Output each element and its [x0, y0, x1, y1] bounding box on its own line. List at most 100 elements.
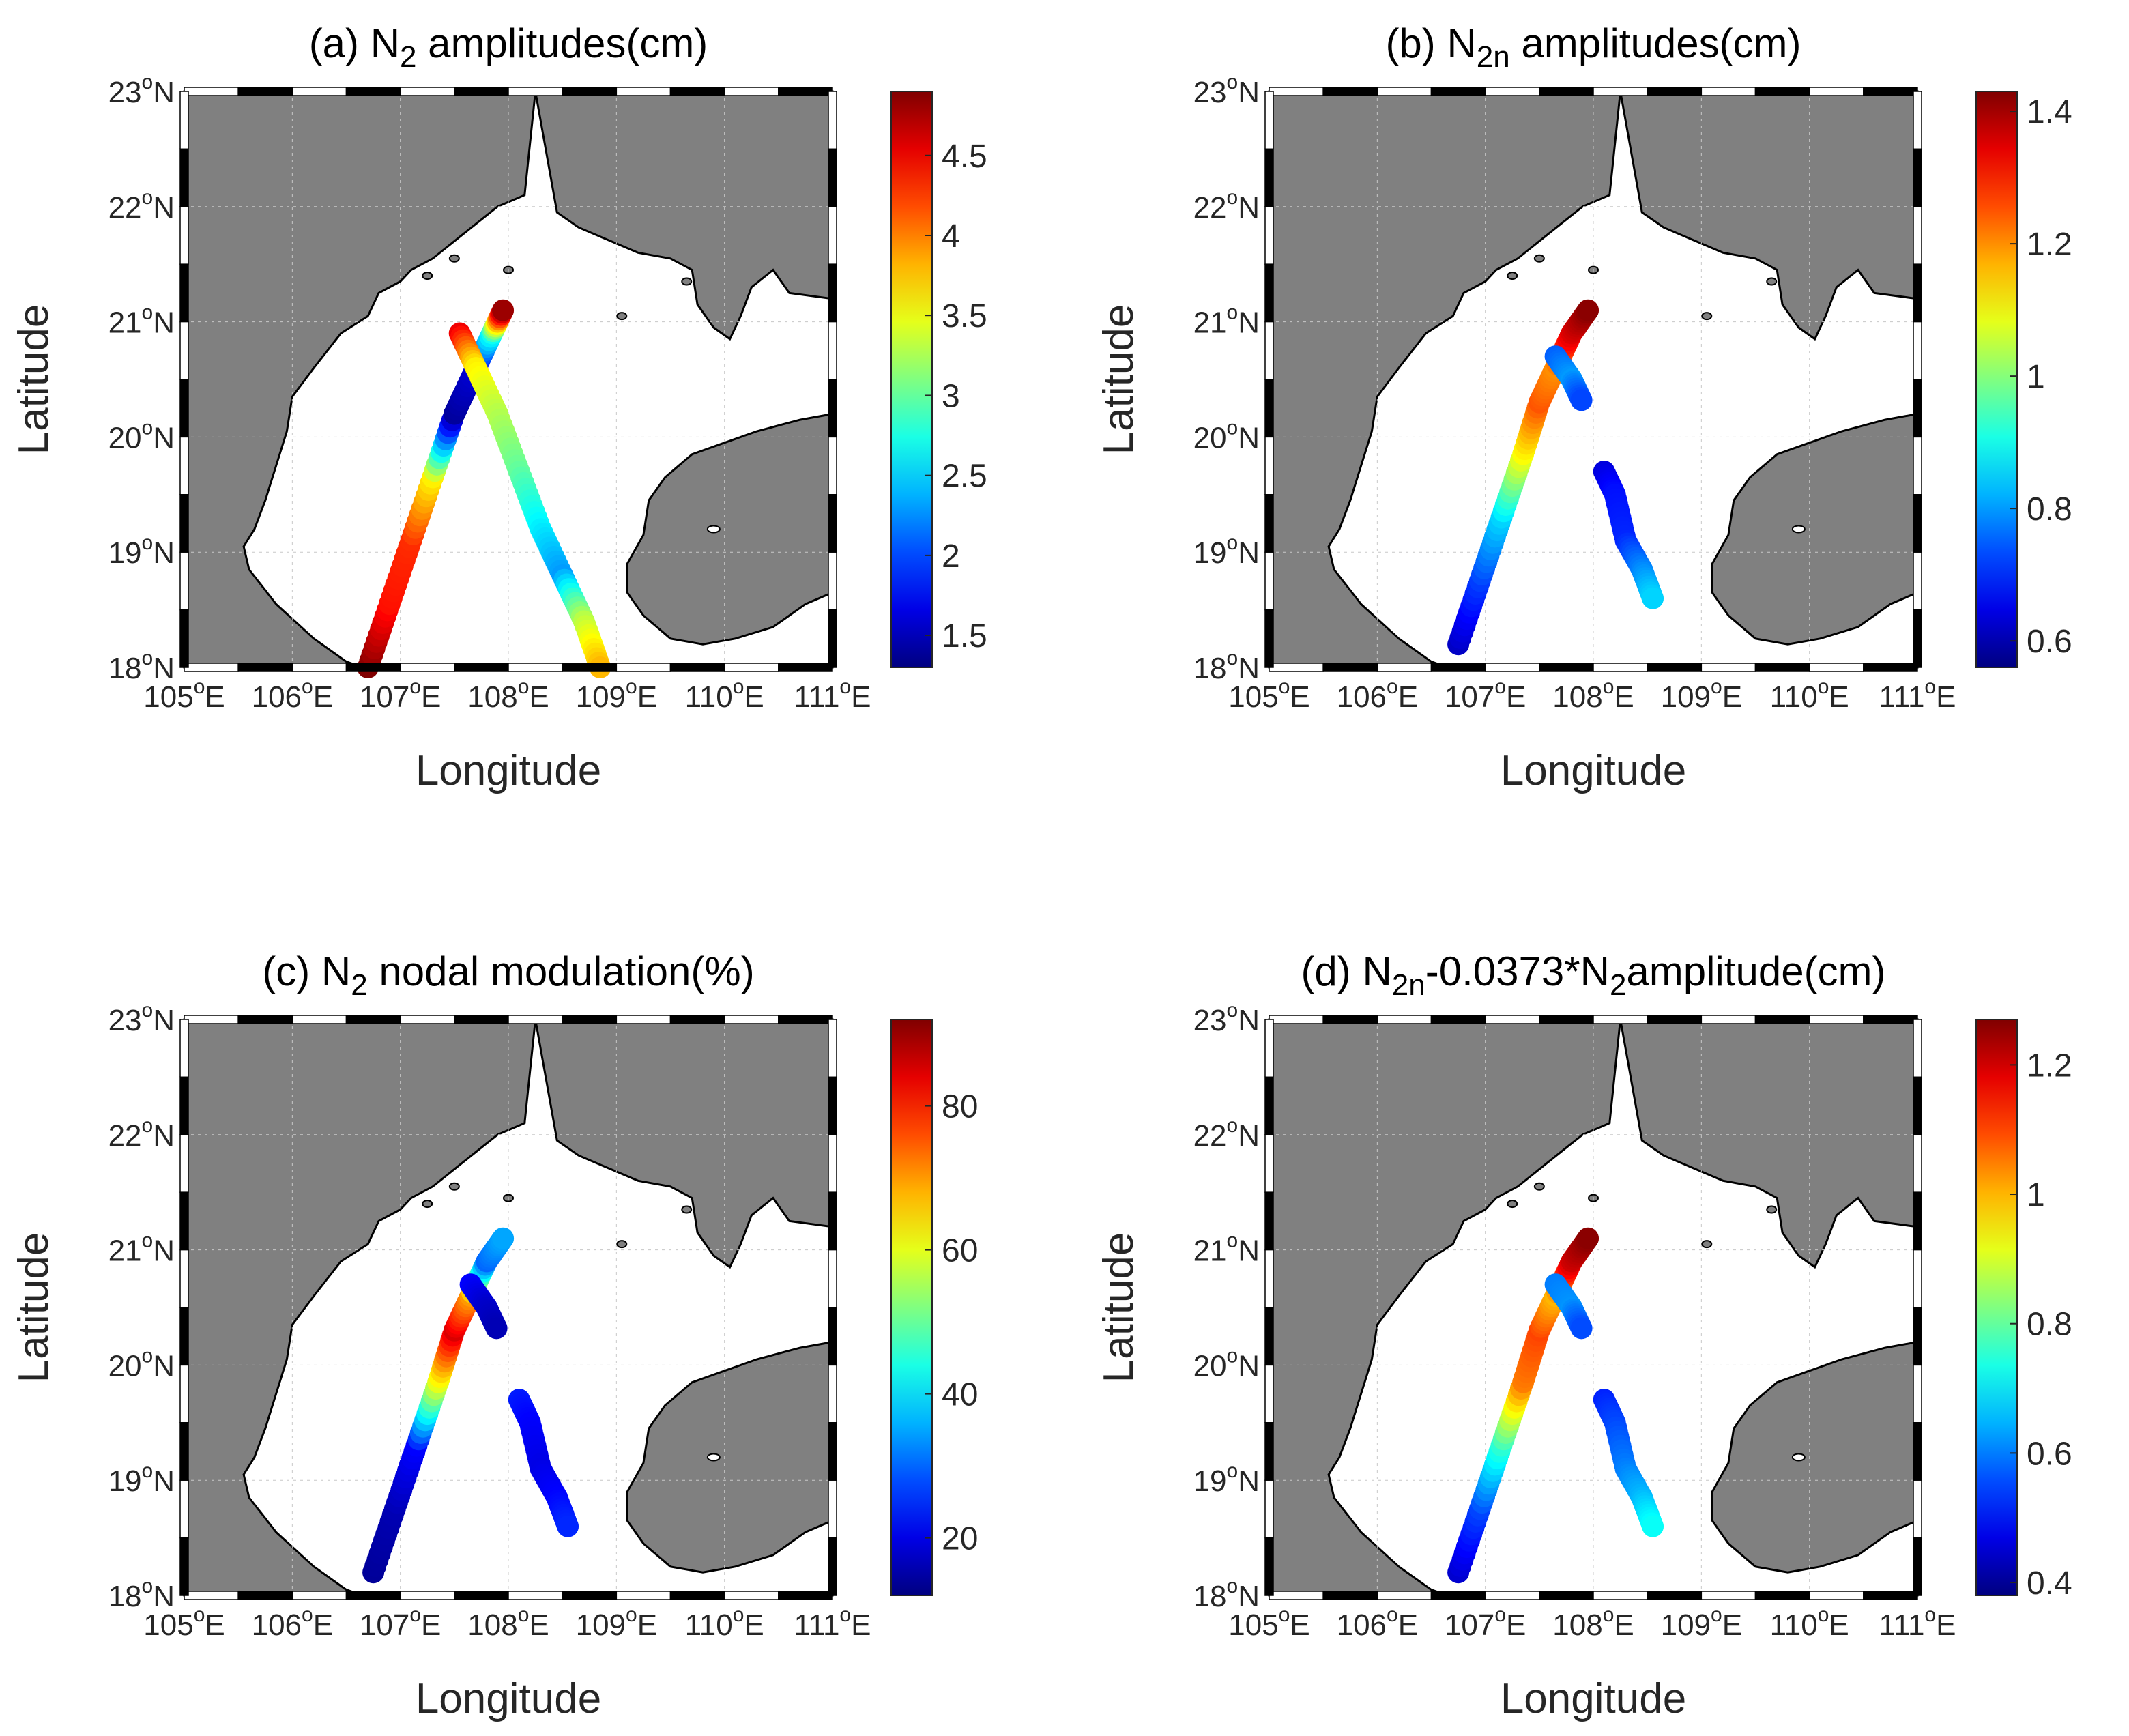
y-tick-label: 23oN: [1193, 999, 1260, 1037]
small-island: [681, 1205, 693, 1214]
frame-segment: [1376, 663, 1432, 672]
x-axis-label: Longitude: [1501, 747, 1686, 794]
x-tick-label: 105oE: [143, 1604, 225, 1642]
frame-segment: [1539, 87, 1594, 96]
frame-segment: [1376, 1015, 1432, 1024]
colorbar-tick-label: 80: [942, 1089, 978, 1125]
frame-segment: [1593, 663, 1648, 672]
frame-segment: [1913, 321, 1922, 380]
frame-segment: [1913, 1364, 1922, 1423]
land-west: [1268, 90, 1622, 669]
x-tick-label: 107oE: [360, 1604, 441, 1642]
x-tick-label: 107oE: [360, 676, 441, 714]
frame-segment: [1264, 609, 1274, 668]
colorbar-gradient: [890, 1019, 933, 1596]
y-axis-label: Latitude: [10, 304, 57, 455]
frame-segment: [237, 1591, 293, 1600]
land-east: [534, 1018, 834, 1269]
y-axis-label: Latitude: [1095, 304, 1142, 455]
frame-segment: [399, 663, 455, 672]
land-west: [183, 90, 537, 669]
frame-segment: [1264, 206, 1274, 265]
frame-segment: [828, 1134, 837, 1193]
frame-segment: [1539, 663, 1594, 672]
y-tick-label: 20oN: [1193, 416, 1260, 454]
frame-segment: [828, 1307, 837, 1366]
panel-a: (a) N2 amplitudes(cm) 105oE 106oE 107oE 108o…: [10, 20, 987, 794]
frame-segment: [399, 1015, 455, 1024]
colorbar-gradient: [1975, 91, 2018, 668]
frame-segment: [1484, 1015, 1540, 1024]
frame-segment: [1264, 1422, 1274, 1481]
frame-segment: [291, 87, 347, 96]
colorbar-tick-label: 4.5: [942, 139, 987, 175]
frame-segment: [1269, 1015, 1324, 1024]
frame-segment: [1700, 1591, 1756, 1600]
frame-segment: [1754, 663, 1810, 672]
frame-segment: [1754, 87, 1810, 96]
frame-segment: [291, 1015, 347, 1024]
colorbar-tick-label: 1: [2027, 1177, 2045, 1213]
x-tick-label: 109oE: [576, 1604, 657, 1642]
panel-title: (d) N2n-0.0373*N2amplitude(cm): [1301, 949, 1885, 1002]
y-tick-label: 23oN: [108, 71, 175, 109]
panel-d: (d) N2n-0.0373*N2amplitude(cm) 105oE 106oE…: [1095, 949, 2072, 1722]
frame-segment: [828, 1019, 837, 1078]
frame-segment: [179, 494, 189, 553]
frame-segment: [399, 1591, 455, 1600]
colorbar-gradient: [890, 91, 933, 668]
small-island: [1533, 1182, 1545, 1191]
frame-segment: [179, 1422, 189, 1481]
frame-segment: [669, 663, 725, 672]
x-axis-label: Longitude: [1501, 1675, 1686, 1722]
y-tick-label: 23oN: [108, 999, 175, 1037]
frame-segment: [179, 1076, 189, 1135]
frame-segment: [828, 1479, 837, 1539]
x-tick-label: 107oE: [1445, 1604, 1526, 1642]
frame-segment: [1264, 1537, 1274, 1596]
colorbar-tick-label: 0.8: [2027, 491, 2072, 527]
frame-segment: [237, 1015, 293, 1024]
x-tick-label: 111oE: [1879, 1604, 1956, 1642]
frame-segment: [1913, 551, 1922, 611]
frame-segment: [179, 1134, 189, 1193]
x-tick-label: 106oE: [252, 676, 333, 714]
x-tick-label: 107oE: [1445, 676, 1526, 714]
frame-segment: [179, 1191, 189, 1251]
frame-segment: [1913, 1076, 1922, 1135]
x-tick-label: 105oE: [1228, 676, 1309, 714]
colorbar-tick-label: 0.6: [2027, 1436, 2072, 1472]
frame-segment: [1863, 1015, 1918, 1024]
x-tick-label: 110oE: [1770, 1604, 1849, 1642]
hainan-reservoir: [706, 525, 721, 534]
frame-segment: [1913, 1307, 1922, 1366]
x-tick-label: 111oE: [1879, 676, 1956, 714]
frame-segment: [562, 663, 618, 672]
frame-segment: [1269, 1591, 1324, 1600]
frame-segment: [179, 1364, 189, 1423]
frame-segment: [184, 663, 239, 672]
frame-segment: [669, 1015, 725, 1024]
frame-segment: [1264, 494, 1274, 553]
y-axis-label: Latitude: [1095, 1232, 1142, 1383]
colorbar-tick-label: 40: [942, 1377, 978, 1413]
frame-segment: [828, 1191, 837, 1251]
frame-segment: [184, 87, 239, 96]
colorbar-tick-label: 1: [2027, 359, 2045, 395]
frame-segment: [1913, 436, 1922, 495]
frame-segment: [1484, 1591, 1540, 1600]
frame-segment: [1808, 1015, 1864, 1024]
frame-segment: [1264, 1307, 1274, 1366]
x-tick-label: 105oE: [143, 676, 225, 714]
colorbar-tick-label: 20: [942, 1521, 978, 1557]
panel-title: (b) N2n amplitudes(cm): [1385, 20, 1801, 74]
track-point: [1577, 299, 1599, 321]
frame-segment: [1322, 87, 1378, 96]
colorbar-tick-label: 60: [942, 1233, 978, 1269]
y-tick-label: 22oN: [1193, 186, 1260, 225]
frame-segment: [1863, 1591, 1918, 1600]
x-axis-label: Longitude: [416, 1675, 601, 1722]
frame-segment: [615, 1591, 671, 1600]
frame-segment: [1808, 87, 1864, 96]
colorbar-tick-label: 4: [942, 218, 960, 255]
